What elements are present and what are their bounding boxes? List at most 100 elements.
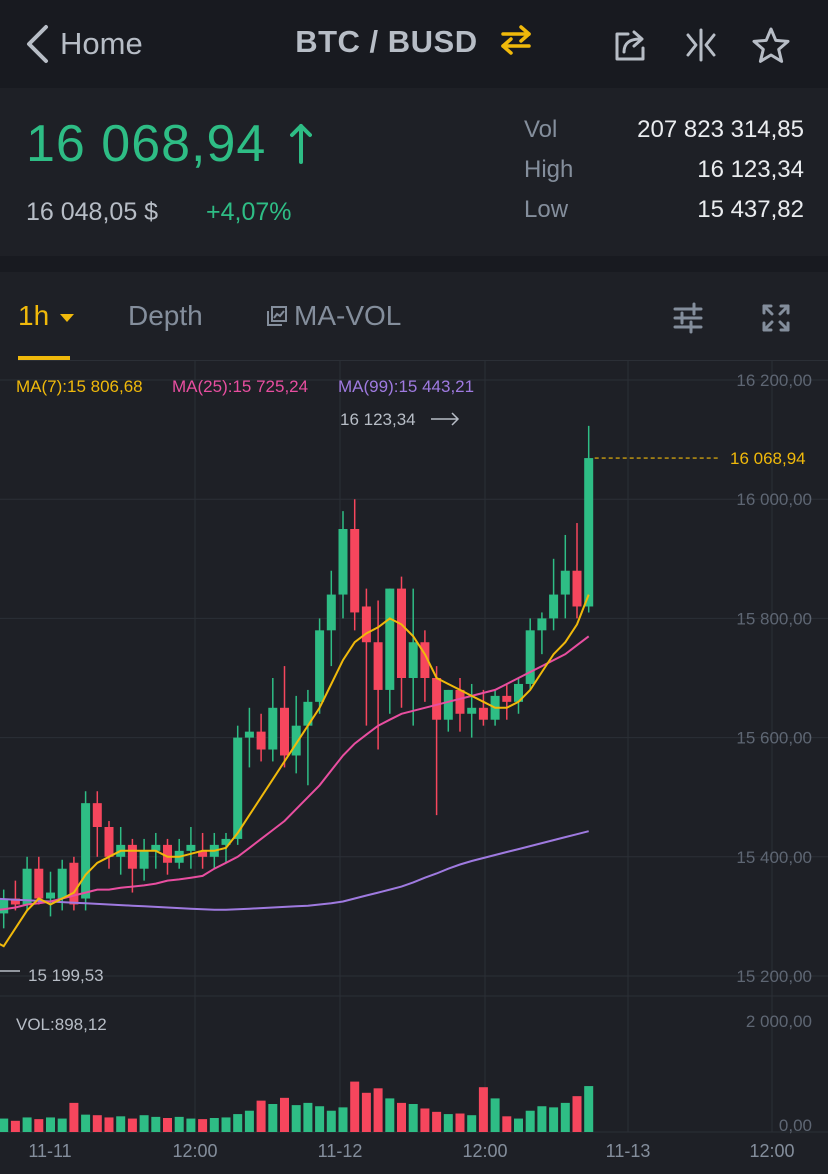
time-tick-label: 11-12 <box>318 1141 363 1161</box>
candle-body <box>584 458 594 607</box>
stat-label: Low <box>524 196 569 223</box>
last-price-label: 16 068,94 <box>730 449 806 468</box>
volume-axis-top: 2 000,00 <box>746 1012 812 1031</box>
candle-body <box>186 844 196 851</box>
tab-indicator[interactable]: MA-VOL <box>266 300 401 332</box>
volume-bar <box>397 1102 406 1132</box>
price-summary: 16 068,94 16 048,05 $ +4,07% Vol 207 823 … <box>0 88 828 256</box>
stat-label: Vol <box>524 116 558 143</box>
volume-bar <box>151 1116 161 1132</box>
tab-depth[interactable]: Depth <box>128 300 203 331</box>
volume-bar <box>502 1116 512 1132</box>
candle-body <box>291 725 301 756</box>
time-tick-label: 12:00 <box>172 1141 217 1161</box>
candle-body <box>420 642 430 678</box>
volume-bar <box>0 1118 9 1132</box>
stat-row-high: High 16 123,34 <box>524 156 804 196</box>
star-icon[interactable] <box>750 24 792 66</box>
price-tick-label: 15 600,00 <box>736 729 812 748</box>
candle-body <box>127 844 137 869</box>
top-bar: Home BTC / BUSD <box>0 0 828 88</box>
pair-label: BTC / BUSD <box>295 24 478 60</box>
volume-bar <box>69 1102 79 1132</box>
candle-body <box>139 850 149 869</box>
volume-bar <box>280 1097 289 1132</box>
volume-bar <box>10 1120 20 1132</box>
candle-body <box>478 707 488 720</box>
time-tick-label: 12:00 <box>462 1141 507 1161</box>
candle-body <box>432 678 442 720</box>
volume-bar <box>537 1106 547 1132</box>
candle-body <box>0 898 9 914</box>
candle-body <box>92 803 102 827</box>
candle-body <box>525 630 535 684</box>
volume-bar <box>455 1113 465 1132</box>
ma7-line <box>0 594 590 948</box>
price-tick-label: 15 400,00 <box>736 848 812 867</box>
candle-body <box>443 689 453 720</box>
swap-icon[interactable] <box>499 24 533 64</box>
price-tick-label: 15 200,00 <box>736 967 812 986</box>
chart-tabs: 1h Depth MA-VOL <box>0 272 828 360</box>
volume-bar <box>338 1107 348 1132</box>
volume-bar <box>209 1118 219 1132</box>
candle-body <box>361 606 371 643</box>
arrow-up-icon <box>289 117 312 177</box>
pair-title[interactable]: BTC / BUSD <box>0 24 828 64</box>
fiat-price: 16 048,05 $ <box>26 198 159 226</box>
indicator-icon <box>267 306 287 326</box>
volume-bar <box>198 1119 208 1132</box>
candle-body <box>408 642 418 678</box>
volume-bar <box>514 1118 523 1132</box>
compare-icon[interactable] <box>680 24 722 66</box>
price-chart[interactable]: 16 200,00 16 000,00 15 800,00 15 600,00 15 4… <box>0 360 828 1174</box>
volume-bar <box>221 1117 231 1132</box>
volume-bar <box>584 1086 594 1132</box>
volume-bar <box>22 1117 32 1132</box>
chart-panel: 1h Depth MA-VOL 16 200,00 16 000,00 15 800… <box>0 272 828 1174</box>
price-change: +4,07% <box>206 198 292 226</box>
active-tab-underline <box>18 356 70 360</box>
candles <box>0 425 594 929</box>
candle-body <box>338 529 348 595</box>
volume-bar <box>467 1115 477 1132</box>
candle-body <box>104 827 114 857</box>
volume-bar <box>549 1107 559 1132</box>
share-icon[interactable] <box>610 24 652 66</box>
ma99-line <box>0 830 589 911</box>
fullscreen-icon[interactable] <box>756 298 796 338</box>
candle-body <box>10 898 20 905</box>
candle-body <box>256 731 266 750</box>
volume-bar <box>385 1098 395 1132</box>
volume-bar <box>315 1106 325 1132</box>
volume-bar <box>443 1114 453 1132</box>
volume-bar <box>361 1092 371 1132</box>
candle-body <box>385 588 395 690</box>
volume-bar <box>174 1116 184 1132</box>
chevron-left-icon <box>27 25 48 63</box>
price-tick-label: 16 000,00 <box>736 490 812 509</box>
candle-body <box>373 642 383 690</box>
caret-down-icon <box>59 313 74 322</box>
ma99-label: MA(99):15 443,21 <box>338 377 474 396</box>
stat-value: 15 437,82 <box>697 196 804 223</box>
time-tick-label: 12:00 <box>749 1141 794 1161</box>
candle-body <box>560 570 570 595</box>
candle-body <box>22 868 32 905</box>
volume-label: VOL:898,12 <box>16 1015 107 1034</box>
back-button[interactable]: Home <box>24 22 143 66</box>
candle-body <box>537 618 547 631</box>
candle-body <box>69 862 79 905</box>
candle-body <box>268 707 278 750</box>
price-tick-label: 16 200,00 <box>736 371 812 390</box>
volume-bar <box>46 1117 55 1132</box>
volume-bar <box>326 1110 336 1132</box>
tab-indicator-label: MA-VOL <box>294 300 402 331</box>
volume-bar <box>420 1108 430 1132</box>
volume-bar <box>256 1100 266 1132</box>
settings-sliders-icon[interactable] <box>668 298 708 338</box>
candle-body <box>198 850 208 857</box>
last-price: 16 068,94 <box>26 114 312 177</box>
tab-interval[interactable]: 1h <box>18 300 75 332</box>
stat-value: 207 823 314,85 <box>637 116 804 143</box>
